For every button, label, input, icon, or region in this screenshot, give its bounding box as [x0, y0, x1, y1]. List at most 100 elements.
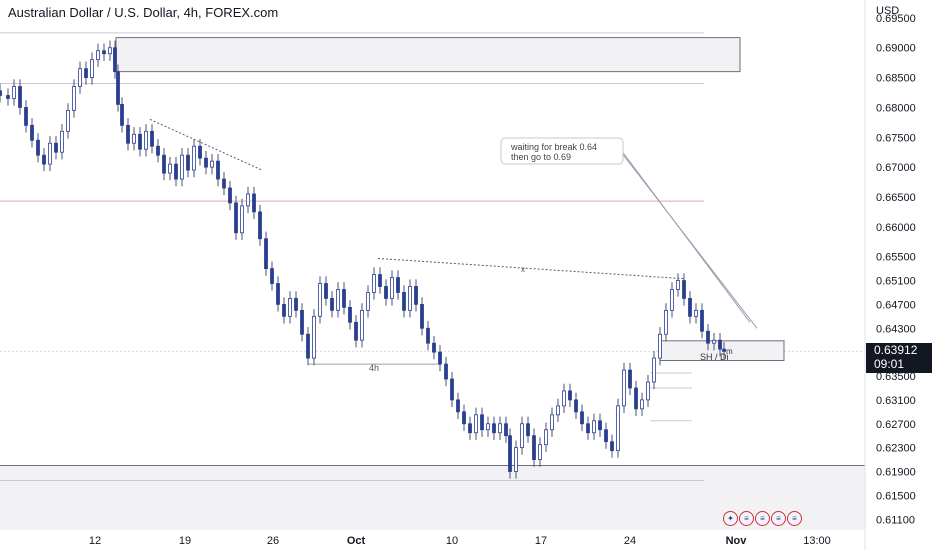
- us-flag-icon[interactable]: ≡: [755, 511, 770, 526]
- bull-candle: [318, 283, 322, 317]
- y-tick-label: 0.69000: [876, 43, 916, 55]
- y-tick-label: 0.65100: [876, 276, 916, 288]
- y-tick-label: 0.62700: [876, 419, 916, 431]
- bear-candle: [126, 124, 130, 144]
- chart-title: Australian Dollar / U.S. Dollar, 4h, FOR…: [8, 5, 279, 20]
- bear-candle: [0, 90, 2, 96]
- bear-candle: [282, 303, 286, 317]
- bull-candle: [312, 315, 316, 359]
- y-tick-label: 0.67500: [876, 132, 916, 144]
- bull-candle: [132, 133, 136, 144]
- bull-candle: [72, 86, 76, 111]
- target-box-label: SH / Di: [700, 352, 729, 362]
- trendline-1: [149, 118, 263, 171]
- bear-candle: [610, 441, 614, 452]
- note-line-1: waiting for break 0.64: [510, 142, 597, 152]
- bear-candle: [264, 238, 268, 269]
- y-tick-label: 0.66500: [876, 192, 916, 204]
- bear-candle: [102, 50, 106, 55]
- bear-candle: [162, 154, 166, 174]
- bear-candle: [480, 414, 484, 431]
- bear-candle: [438, 351, 442, 365]
- bull-candle: [90, 59, 94, 78]
- bull-candle: [12, 86, 16, 99]
- bear-candle: [306, 333, 310, 359]
- trendline-4: [615, 142, 751, 323]
- bear-candle: [574, 399, 578, 413]
- us-flag-icon[interactable]: ≡: [771, 511, 786, 526]
- bear-candle: [504, 423, 508, 437]
- y-tick-label: 0.66000: [876, 222, 916, 234]
- annotations-layer: waiting for break 0.64 then go to 0.69 4…: [369, 137, 733, 373]
- bull-candle: [408, 286, 412, 311]
- us-flag-icon[interactable]: ≡: [787, 511, 802, 526]
- bull-candle: [180, 154, 184, 180]
- bear-candle: [604, 429, 608, 443]
- y-tick-label: 0.61900: [876, 467, 916, 479]
- bear-candle: [342, 289, 346, 308]
- bear-candle: [116, 71, 120, 105]
- bull-candle: [108, 47, 112, 55]
- x-tick-label: 24: [624, 535, 636, 547]
- bull-candle: [390, 277, 394, 299]
- bear-candle: [42, 154, 46, 165]
- current-price-tag: 0.63912 09:01: [866, 343, 932, 374]
- bull-candle: [562, 390, 566, 407]
- bull-candle: [712, 339, 716, 344]
- bear-candle: [492, 423, 496, 434]
- bear-candle: [354, 321, 358, 341]
- y-tick-label: 0.63500: [876, 371, 916, 383]
- bear-candle: [414, 286, 418, 305]
- x-tick-label: 19: [179, 535, 191, 547]
- bull-candle: [694, 309, 698, 317]
- axes-layer: USD 0.69500 0.69000 0.68500 0.68000 0.67500 0…: [89, 0, 916, 550]
- bear-candle: [234, 202, 238, 234]
- bull-candle: [78, 68, 82, 87]
- bear-candle: [204, 157, 208, 168]
- bear-candle: [300, 309, 304, 335]
- note-line-2: then go to 0.69: [511, 152, 571, 162]
- bear-candle: [270, 268, 274, 284]
- bear-candle: [568, 390, 572, 401]
- bear-candle: [508, 435, 512, 472]
- bear-candle: [526, 423, 530, 437]
- bear-candle: [468, 423, 472, 434]
- y-tick-label: 0.68500: [876, 73, 916, 85]
- bull-candle: [96, 50, 100, 61]
- y-tick-label: 0.62300: [876, 443, 916, 455]
- bull-candle: [544, 429, 548, 446]
- bear-candle: [718, 339, 722, 350]
- bull-candle: [676, 280, 680, 290]
- bear-candle: [252, 193, 256, 213]
- demand-zone: [0, 465, 865, 530]
- bull-candle: [646, 381, 650, 401]
- bear-candle: [222, 178, 226, 189]
- us-flag-icon[interactable]: ≡: [739, 511, 754, 526]
- bear-candle: [628, 369, 632, 389]
- bear-candle: [384, 286, 388, 299]
- economic-events[interactable]: ✦ ≡ ≡ ≡ ≡: [723, 511, 802, 527]
- bear-candle: [216, 160, 220, 180]
- bull-candle: [622, 369, 626, 407]
- bear-candle: [598, 420, 602, 431]
- au-flag-icon[interactable]: ✦: [723, 511, 738, 526]
- bear-candle: [120, 104, 124, 126]
- bear-candle: [18, 86, 22, 108]
- bear-candle: [426, 327, 430, 344]
- y-tick-label: 0.63100: [876, 395, 916, 407]
- bear-candle: [450, 378, 454, 401]
- bull-candle: [372, 274, 376, 293]
- bear-candle: [258, 211, 262, 240]
- bull-candle: [498, 423, 502, 434]
- bull-candle: [168, 163, 172, 174]
- bear-candle: [198, 145, 202, 159]
- bull-candle: [144, 130, 148, 150]
- bull-candle: [550, 414, 554, 431]
- trendlines-layer: [149, 118, 758, 329]
- bear-candle: [113, 47, 117, 73]
- y-tick-label: 0.64300: [876, 323, 916, 335]
- bull-candle: [336, 289, 340, 311]
- bear-candle: [432, 342, 436, 353]
- bear-candle: [532, 435, 536, 460]
